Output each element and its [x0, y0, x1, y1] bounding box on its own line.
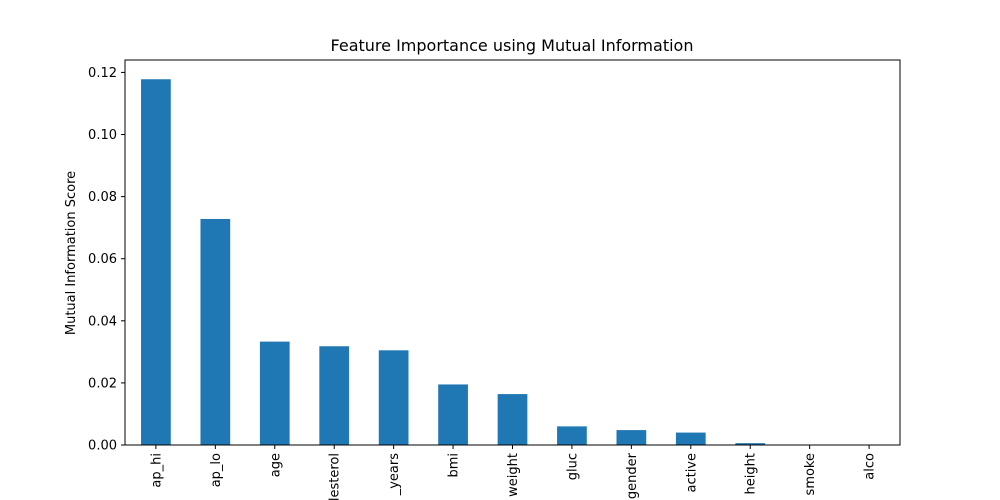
- bar-weight: [497, 394, 528, 445]
- x-tick-label: age: [268, 453, 283, 477]
- x-tick-label: active: [684, 453, 699, 493]
- y-tick-label: 0.06: [88, 252, 117, 267]
- bar-age: [259, 341, 290, 445]
- bar-ap_lo: [200, 218, 231, 445]
- bar-bmi: [438, 384, 468, 445]
- bar-gluc: [557, 426, 587, 445]
- y-tick-label: 0.12: [88, 66, 117, 81]
- y-axis-label: Mutual Information Score: [64, 171, 79, 335]
- bar-active: [675, 432, 706, 445]
- bar-age_years: [378, 350, 409, 445]
- x-tick-label: gluc: [565, 453, 580, 480]
- y-axis: 0.00 0.02 0.04 0.06 0.08 0.10 0.12: [88, 66, 125, 454]
- x-tick-label: ap_hi: [149, 453, 164, 488]
- x-tick-label: ap_lo: [209, 453, 224, 487]
- y-tick-label: 0.08: [88, 190, 117, 205]
- x-tick-label: smoke: [803, 453, 818, 495]
- bar-cholesterol: [319, 346, 350, 445]
- x-tick-label: alco: [863, 453, 878, 480]
- x-tick-label: bmi: [447, 453, 462, 478]
- x-tick-label: weight: [506, 453, 521, 497]
- chart-title: Feature Importance using Mutual Informat…: [331, 36, 694, 55]
- bar-height: [735, 443, 766, 445]
- bar-ap_hi: [141, 79, 171, 445]
- bar-gender: [616, 430, 647, 445]
- x-tick-label: lesterol: [328, 453, 343, 500]
- x-tick-label: _years: [387, 453, 402, 497]
- y-tick-label: 0.04: [88, 314, 117, 329]
- plot-frame: [124, 59, 901, 446]
- bars-group: [141, 79, 766, 445]
- x-tick-label: height: [744, 453, 759, 494]
- x-axis: ap_hi ap_lo age lesterol _years bmi weight gluc…: [149, 445, 878, 500]
- y-tick-label: 0.02: [88, 376, 117, 391]
- x-tick-label: gender: [625, 452, 640, 499]
- y-tick-label: 0.00: [88, 439, 117, 454]
- y-tick-label: 0.10: [88, 128, 117, 143]
